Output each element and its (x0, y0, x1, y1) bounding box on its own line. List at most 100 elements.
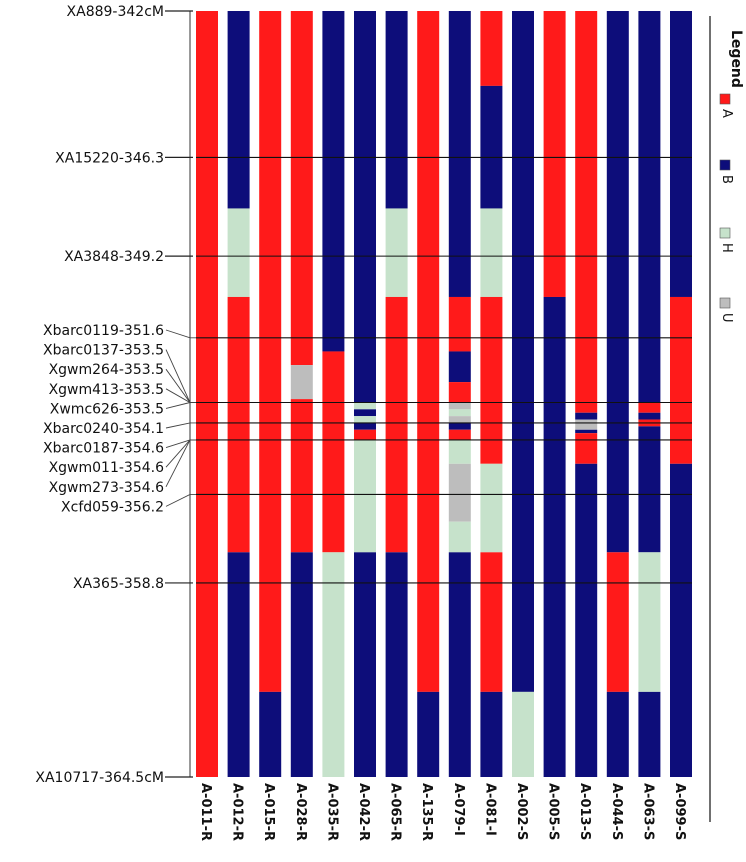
marker-connector (165, 493, 196, 507)
segment-A-081-I-4 (480, 463, 503, 553)
segment-A-079-I-0 (448, 11, 471, 297)
line-label-A-013-S: A-013-S (577, 783, 592, 840)
segment-A-063-S-5 (638, 552, 661, 692)
segment-A-028-R-2 (290, 399, 313, 553)
segment-A-028-R-1 (290, 365, 313, 400)
segment-A-044-S-2 (606, 691, 629, 777)
marker-connector (165, 439, 196, 468)
segment-A-005-S-1 (543, 296, 566, 777)
marker-label: Xwmc626-353.5 (50, 401, 164, 417)
line-label-A-135-R: A-135-R (419, 783, 434, 841)
segment-A-079-I-9 (448, 439, 471, 464)
segment-A-063-S-0 (638, 11, 661, 403)
segment-A-015-R-1 (259, 691, 282, 777)
segment-A-079-I-1 (448, 296, 471, 352)
legend-swatch-B (719, 159, 731, 171)
segment-A-042-R-7 (354, 552, 376, 777)
line-label-A-081-I: A-081-I (482, 783, 497, 836)
marker-label: Xbarc0137-353.5 (43, 343, 164, 359)
segment-A-065-R-1 (385, 208, 408, 297)
segment-A-042-R-4 (354, 422, 376, 430)
segment-A-099-S-0 (670, 11, 692, 297)
line-label-A-079-I: A-079-I (451, 783, 466, 836)
segment-A-063-S-6 (638, 691, 661, 777)
segment-A-013-S-0 (575, 11, 598, 413)
marker-connector (165, 439, 196, 449)
segment-A-135-R-1 (417, 691, 440, 777)
segment-A-002-S-1 (512, 691, 534, 777)
segment-A-079-I-6 (448, 416, 471, 423)
segment-A-065-R-3 (385, 552, 408, 777)
segment-A-063-S-4 (638, 426, 661, 553)
segment-A-044-S-0 (606, 11, 629, 553)
marker-connector (165, 402, 196, 409)
segment-A-035-R-0 (322, 11, 345, 352)
segment-A-079-I-12 (448, 552, 471, 777)
segment-A-079-I-4 (448, 402, 471, 410)
genotype-bars (196, 11, 692, 777)
segment-A-042-R-6 (354, 439, 376, 553)
segment-A-079-I-10 (448, 463, 471, 522)
line-label-A-065-R: A-065-R (388, 783, 403, 841)
legend-swatch-H (719, 227, 731, 239)
segment-A-081-I-1 (480, 85, 503, 209)
marker-label: Xgwm413-353.5 (49, 382, 164, 398)
marker-label: Xcfd059-356.2 (61, 499, 164, 515)
marker-label: Xgwm011-354.6 (49, 460, 165, 476)
segment-A-012-R-2 (227, 296, 250, 553)
segment-A-079-I-11 (448, 521, 471, 553)
legend-label-A: A (719, 109, 734, 118)
segment-A-081-I-2 (480, 208, 503, 297)
marker-lines (196, 156, 692, 584)
segment-A-079-I-8 (448, 429, 471, 440)
segment-A-042-R-1 (354, 402, 376, 410)
segment-A-063-S-2 (638, 412, 661, 420)
line-label-A-011-R: A-011-R (198, 783, 213, 841)
legend-label-H: H (719, 243, 734, 253)
segment-A-079-I-2 (448, 351, 471, 383)
line-labels: A-011-R A-012-R A-015-R A-028-R A-035-R A-042… (198, 783, 687, 841)
marker-axis: XA889-342cM XA15220-346.3 XA3848-349.2 XA36… (35, 4, 196, 786)
segment-A-044-S-1 (606, 552, 629, 692)
marker-label: Xgwm264-353.5 (49, 362, 164, 378)
segment-A-135-R-0 (417, 11, 440, 692)
segment-A-042-R-5 (354, 429, 376, 440)
line-label-A-035-R: A-035-R (324, 783, 339, 841)
segment-A-015-R-0 (259, 11, 282, 692)
marker-label: XA889-342cM (67, 4, 164, 20)
segment-A-002-S-0 (512, 11, 534, 692)
segment-A-035-R-2 (322, 552, 345, 777)
segment-A-065-R-2 (385, 296, 408, 553)
segment-A-013-S-5 (575, 463, 598, 777)
segment-A-013-S-1 (575, 412, 598, 420)
segment-A-013-S-2 (575, 419, 598, 430)
segment-A-081-I-5 (480, 552, 503, 692)
line-label-A-015-R: A-015-R (261, 783, 276, 841)
legend: Legend A B H U (709, 16, 744, 822)
marker-label: XA365-358.8 (73, 576, 164, 592)
segment-A-011-R-0 (196, 11, 218, 777)
line-label-A-005-S: A-005-S (546, 783, 561, 840)
segment-A-035-R-1 (322, 351, 345, 553)
line-label-A-063-S: A-063-S (640, 783, 655, 840)
segment-A-013-S-4 (575, 433, 598, 464)
marker-label: Xbarc0240-354.1 (43, 421, 164, 437)
line-label-A-012-R: A-012-R (230, 783, 245, 841)
segment-A-013-S-3 (575, 429, 598, 434)
segment-A-028-R-3 (290, 552, 313, 777)
segment-A-079-I-3 (448, 382, 471, 403)
legend-title: Legend (728, 30, 744, 88)
marker-label: XA10717-364.5cM (35, 770, 164, 786)
marker-connector (165, 329, 196, 339)
marker-connector (165, 388, 196, 403)
legend-label-B: B (719, 175, 734, 184)
segment-A-042-R-0 (354, 11, 376, 403)
segment-A-042-R-3 (354, 416, 376, 423)
segment-A-081-I-6 (480, 691, 503, 777)
segment-A-081-I-0 (480, 11, 503, 86)
segment-A-005-S-0 (543, 11, 566, 297)
segment-A-079-I-5 (448, 409, 471, 417)
segment-A-012-R-1 (227, 208, 250, 297)
line-label-A-042-R: A-042-R (356, 783, 371, 841)
